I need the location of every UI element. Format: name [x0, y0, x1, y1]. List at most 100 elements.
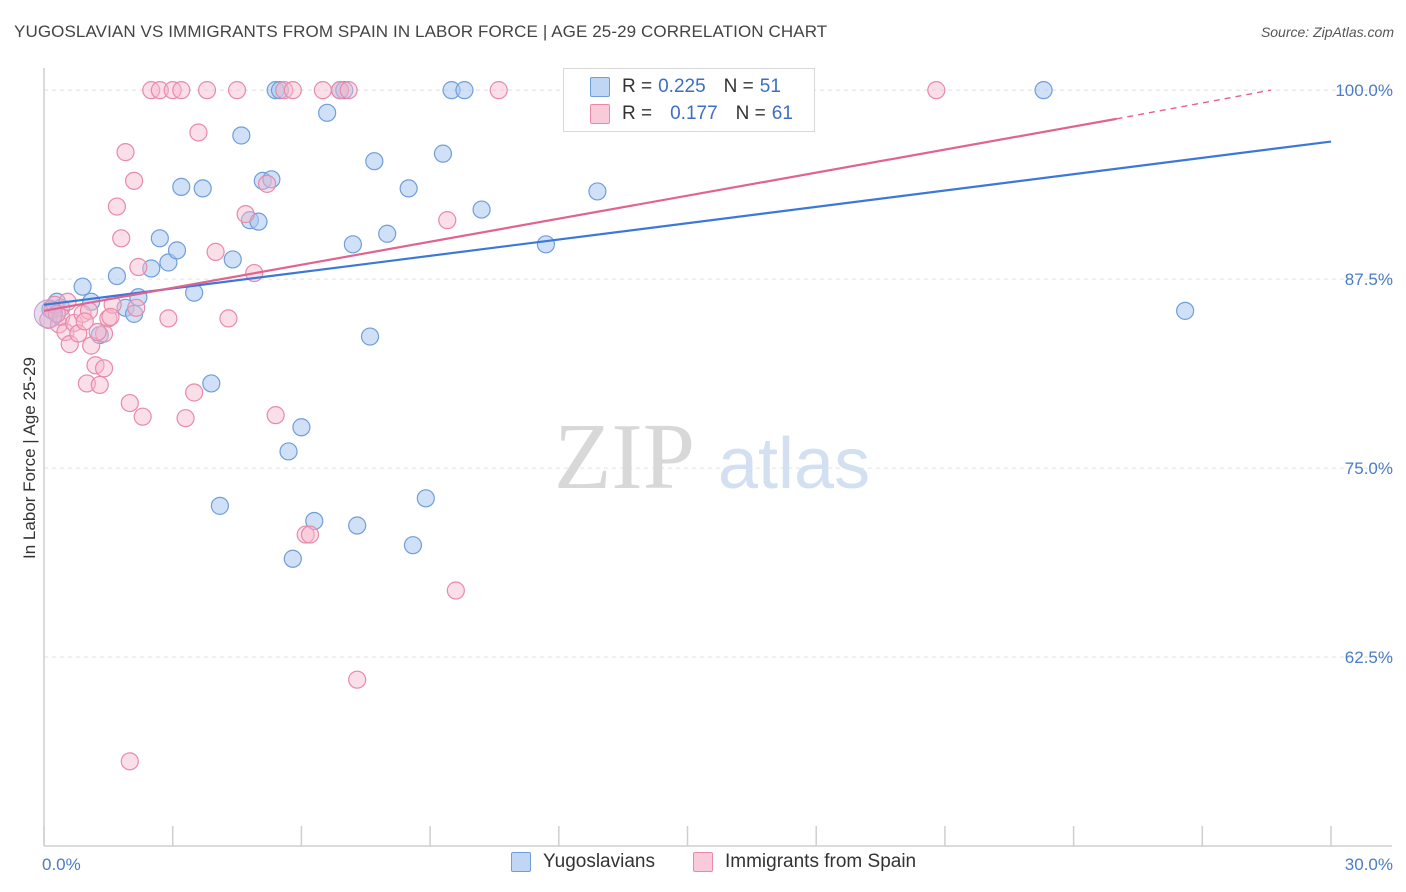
spain-point	[339, 81, 358, 100]
spain-point	[300, 525, 320, 544]
spain-point	[75, 312, 94, 331]
yugoslavian-point	[1034, 81, 1053, 100]
watermark-zip: ZIP	[554, 405, 695, 509]
yugoslavian-point	[588, 182, 607, 201]
spain-point	[236, 205, 255, 224]
legend-item-spain[interactable]: Immigrants from Spain	[693, 851, 916, 873]
spain-point	[124, 171, 144, 190]
yugoslavian-point	[433, 144, 453, 163]
legend-swatch-spain	[590, 104, 610, 124]
chart-title: YUGOSLAVIAN VS IMMIGRANTS FROM SPAIN IN …	[14, 22, 828, 41]
yugoslavian-point	[455, 81, 474, 100]
legend-r-label: R =	[622, 76, 653, 97]
cluster-point	[33, 299, 63, 329]
yugoslavian-point	[73, 277, 92, 296]
legend-r-value-spain: 0.177	[670, 103, 718, 124]
legend-r-value-yugoslavians: 0.225	[658, 76, 706, 97]
spain-point	[94, 324, 114, 343]
trend-lines	[43, 89, 1332, 312]
yugoslavian-point	[536, 235, 556, 254]
yugoslavian-point	[167, 241, 187, 260]
spain-point	[101, 307, 120, 326]
gridlines	[44, 89, 1392, 658]
yugoslavian-point	[416, 489, 435, 508]
spain-point	[446, 581, 465, 600]
spain-point	[227, 81, 247, 100]
legend-label-yugoslavians: Yugoslavians	[543, 851, 655, 872]
spain-point	[120, 752, 139, 771]
yugoslavian-point	[193, 179, 212, 198]
axis-labels: 62.5% 75.0% 87.5% 100.0% 0.0% 30.0% In Labor F…	[20, 81, 1393, 874]
axes	[43, 68, 1392, 847]
legend-row-yugoslavians: R = 0.225 N = 51	[590, 74, 781, 100]
legend-swatch-spain	[693, 852, 713, 872]
spain-point	[94, 359, 114, 378]
yugoslavian-point	[343, 235, 362, 254]
yugoslavian-point	[232, 126, 251, 145]
yugoslavian-point	[292, 418, 311, 437]
spain-point	[129, 257, 148, 277]
spain-point	[219, 309, 238, 328]
yugoslavian-point	[403, 536, 423, 555]
spain-point	[172, 81, 191, 100]
x-tick-label-min: 0.0%	[42, 855, 81, 874]
spain-point	[266, 406, 285, 425]
spain-point	[159, 309, 178, 328]
spain-point	[206, 242, 225, 261]
watermark-atlas: atlas	[718, 424, 870, 504]
spain-point	[438, 211, 457, 230]
yugoslavian-point	[202, 374, 221, 393]
legend-label-spain: Immigrants from Spain	[725, 851, 917, 872]
yugoslavian-point	[270, 81, 290, 100]
yugoslavian-point	[348, 516, 367, 535]
legend-n-value-spain: 61	[771, 103, 793, 124]
legend-n-value-yugoslavians: 51	[759, 76, 781, 97]
spain-point	[88, 322, 107, 342]
spain-point	[189, 123, 208, 142]
spain-point	[348, 670, 367, 689]
trend-line-yugoslavians	[43, 140, 1332, 306]
spain-point	[283, 81, 302, 100]
spain-point	[489, 81, 508, 100]
y-tick-label: 62.5%	[1345, 648, 1393, 667]
spain-point	[127, 298, 146, 317]
legend-item-yugoslavians[interactable]: Yugoslavians	[511, 851, 655, 873]
yugoslavian-point	[318, 103, 337, 122]
legend-r-label: R =	[622, 103, 653, 124]
spain-point	[197, 81, 217, 100]
spain-point	[116, 143, 135, 162]
spain-point	[257, 174, 277, 193]
yugoslavian-point	[472, 200, 491, 219]
yugoslavian-point	[378, 224, 397, 243]
chart-source: Source: ZipAtlas.com	[1260, 24, 1394, 40]
yugoslavian-point	[399, 179, 418, 198]
spain-point	[313, 81, 332, 100]
legend-swatch-yugoslavians	[511, 852, 531, 872]
data-points	[33, 81, 1195, 771]
series-legend: Yugoslavians Immigrants from Spain	[0, 851, 1406, 879]
yugoslavian-point	[107, 266, 127, 286]
spain-point	[120, 393, 139, 413]
spain-point	[185, 383, 204, 402]
yugoslavian-point	[283, 549, 302, 568]
yugoslavian-point	[335, 81, 354, 100]
yugoslavian-point	[1176, 301, 1195, 320]
y-tick-label: 100.0%	[1335, 81, 1393, 100]
yugoslavian-point	[360, 327, 380, 346]
yugoslavian-point	[365, 152, 384, 171]
legend-swatch-yugoslavians	[590, 77, 610, 97]
spain-point	[927, 81, 946, 100]
legend-row-spain: R = 0.177 N = 61	[590, 101, 793, 127]
yugoslavian-point	[279, 442, 298, 461]
series-spain	[39, 81, 946, 771]
y-axis-label: In Labor Force | Age 25-29	[20, 357, 39, 559]
trend-line-spain	[43, 117, 1117, 312]
yugoslavian-point	[210, 496, 229, 515]
legend-n-label: N =	[735, 103, 766, 124]
yugoslavian-point	[223, 250, 242, 269]
spain-point	[176, 409, 195, 428]
spain-point	[90, 375, 109, 395]
spain-point	[133, 407, 152, 426]
yugoslavian-point	[172, 177, 191, 196]
